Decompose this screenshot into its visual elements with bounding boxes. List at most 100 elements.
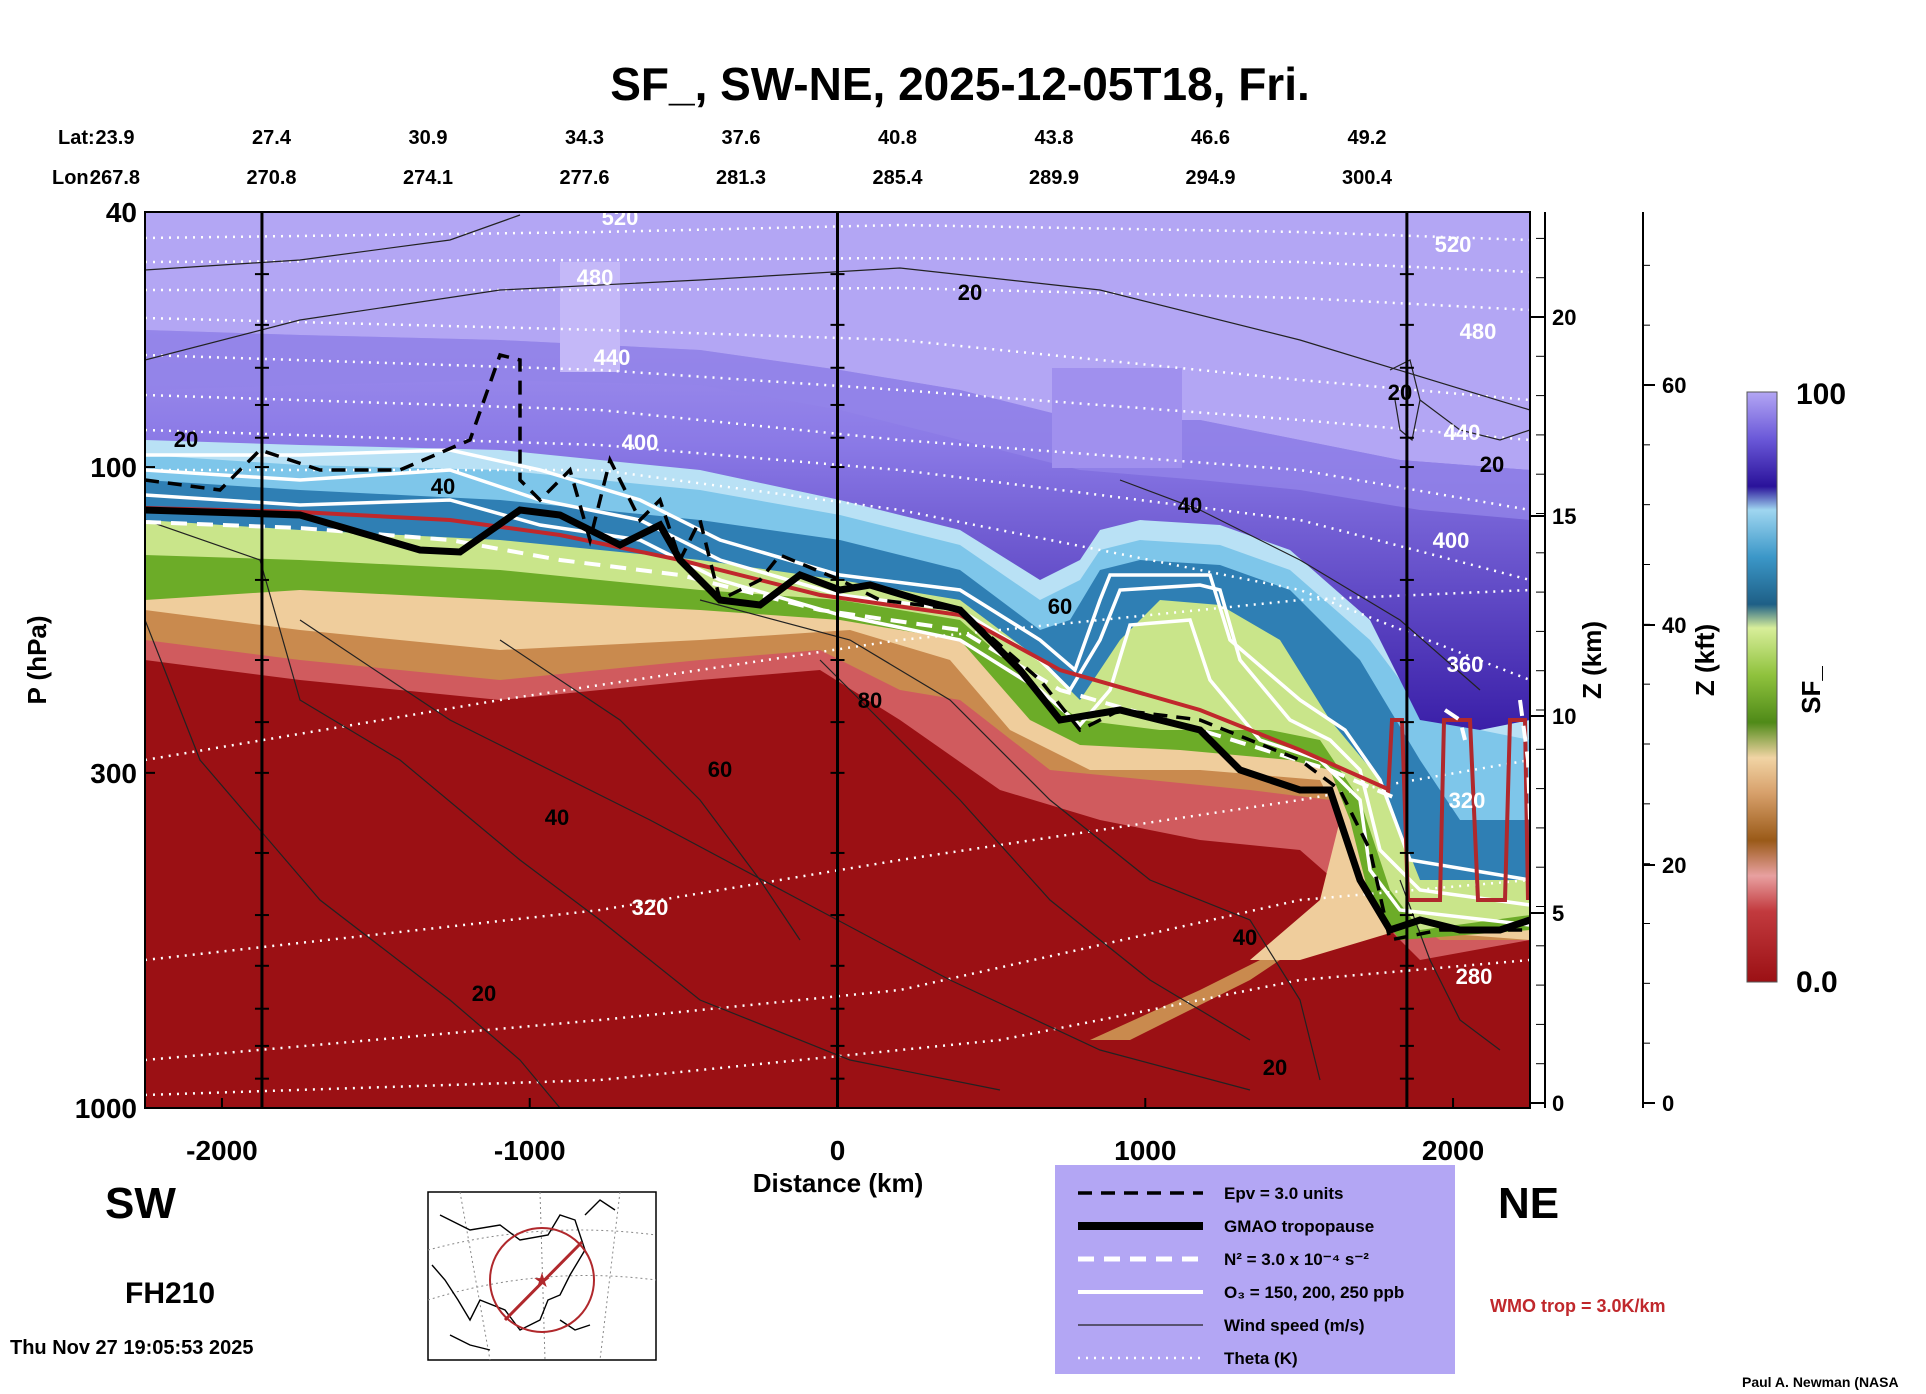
lat-value: 34.3 xyxy=(565,127,604,149)
lat-value: 27.4 xyxy=(252,127,292,149)
lon-value: 289.9 xyxy=(1029,167,1079,189)
lat-label: Lat: xyxy=(58,127,95,149)
lat-lon-header: Lat: Lon: 23.9 267.8 27.4 270.8 30.9 274.1 34.… xyxy=(52,127,1393,189)
wmo-tropopause-line xyxy=(145,506,1391,792)
field-patch xyxy=(1052,368,1182,468)
lon-label: Lon: xyxy=(52,167,95,189)
field-patch xyxy=(560,262,620,372)
credit: Paul A. Newman (NASA xyxy=(1742,1374,1899,1390)
star-icon: ★ xyxy=(533,1268,551,1292)
wind-label: 20 xyxy=(1480,452,1504,477)
theta-line xyxy=(145,878,1530,1062)
x-tick-label: 2000 xyxy=(1422,1135,1484,1166)
x-tick-label: -2000 xyxy=(186,1135,258,1166)
legend: Epv = 3.0 units GMAO tropopause N² = 3.0 x… xyxy=(1055,1165,1455,1374)
theta-label: 520 xyxy=(602,205,639,230)
z-km-tick-label: 5 xyxy=(1552,901,1564,926)
colorbar-max-label: 100 xyxy=(1796,378,1846,411)
wind-label: 20 xyxy=(958,280,982,305)
lat-value: 49.2 xyxy=(1348,127,1387,149)
x-tick-label: -1000 xyxy=(494,1135,566,1166)
x-axis-label: Distance (km) xyxy=(753,1168,924,1198)
lat-value: 46.6 xyxy=(1191,127,1230,149)
inset-map: ★ xyxy=(427,1191,657,1361)
wind-label: 20 xyxy=(472,981,496,1006)
theta-label: 480 xyxy=(577,265,614,290)
wind-line xyxy=(145,519,1001,1091)
wind-label: 80 xyxy=(858,688,882,713)
ne-label: NE xyxy=(1498,1179,1559,1228)
theta-label: 520 xyxy=(1435,232,1472,257)
lon-value: 274.1 xyxy=(403,167,453,189)
legend-label: N² = 3.0 x 10⁻⁴ s⁻² xyxy=(1224,1250,1369,1269)
n2-contour xyxy=(145,520,1401,802)
z-km-tick-label: 20 xyxy=(1552,305,1576,330)
sw-label: SW xyxy=(105,1179,176,1228)
wind-label: 40 xyxy=(1233,925,1257,950)
z-kft-tick-label: 60 xyxy=(1662,373,1686,398)
wind-label: 40 xyxy=(1178,493,1202,518)
forecast-hour-label: FH210 xyxy=(125,1277,215,1310)
z-kft-tick-label: 40 xyxy=(1662,613,1686,638)
z-kft-axis-ticks: 60 40 20 0 xyxy=(1642,212,1686,1116)
lat-value: 37.6 xyxy=(722,127,761,149)
legend-background xyxy=(1055,1165,1455,1374)
wind-line xyxy=(1419,399,1530,441)
theta-label: 400 xyxy=(622,430,659,455)
z-kft-tick-label: 20 xyxy=(1662,853,1686,878)
lon-value: 300.4 xyxy=(1342,167,1393,189)
p-axis-ticks: 40 100 300 1000 xyxy=(75,197,155,1124)
theta-label: 400 xyxy=(1433,528,1470,553)
wind-line xyxy=(499,639,801,941)
legend-label: Theta (K) xyxy=(1224,1349,1298,1368)
colorbar-label: SF_ xyxy=(1796,666,1826,714)
legend-label: Wind speed (m/s) xyxy=(1224,1316,1365,1335)
lon-value: 294.9 xyxy=(1185,167,1235,189)
theta-label: 440 xyxy=(594,345,631,370)
n2-contour-right xyxy=(1443,699,1530,821)
z-km-axis-ticks: 20 15 10 5 0 xyxy=(1530,212,1576,1116)
z-km-tick-label: 0 xyxy=(1552,1091,1564,1116)
vertical-reference-lines xyxy=(254,212,1414,1108)
theta-contours xyxy=(145,223,1530,1097)
wind-line xyxy=(145,214,521,271)
theta-line xyxy=(145,588,1530,762)
wind-line xyxy=(819,659,1251,1041)
timestamp: Thu Nov 27 19:05:53 2025 xyxy=(10,1337,253,1359)
theta-line xyxy=(145,353,1530,442)
legend-label: O₃ = 150, 200, 250 ppb xyxy=(1224,1283,1404,1302)
colorbar xyxy=(1746,391,1778,983)
wind-label: 40 xyxy=(545,805,569,830)
theta-label: 440 xyxy=(1444,420,1481,445)
chart-title: SF_, SW-NE, 2025-12-05T18, Fri. xyxy=(610,58,1310,110)
legend-label: GMAO tropopause xyxy=(1224,1217,1374,1236)
inset-map-range-circle xyxy=(489,1227,595,1333)
ozone-contour-200 xyxy=(145,493,1530,927)
wind-label: 20 xyxy=(1388,380,1412,405)
p-tick-label: 100 xyxy=(90,452,137,483)
theta-label: 280 xyxy=(1456,964,1493,989)
x-axis-ticks: -2000 -1000 0 1000 2000 xyxy=(186,1098,1484,1166)
ozone-contour-250 xyxy=(145,448,1530,882)
wind-line xyxy=(145,267,1530,411)
theta-line xyxy=(145,958,1530,1097)
lon-value: 277.6 xyxy=(559,167,609,189)
inset-map-coastline xyxy=(431,1199,616,1351)
lon-value: 270.8 xyxy=(246,167,296,189)
z-km-tick-label: 15 xyxy=(1552,504,1576,529)
wind-label: 20 xyxy=(174,427,198,452)
lat-value: 43.8 xyxy=(1035,127,1074,149)
z-km-tick-label: 10 xyxy=(1552,704,1576,729)
colorbar-min-label: 0.0 xyxy=(1796,966,1838,999)
wind-label: 40 xyxy=(431,474,455,499)
lat-value: 23.9 xyxy=(96,127,135,149)
p-tick-label: 300 xyxy=(90,758,137,789)
wind-line xyxy=(699,599,1321,1081)
z-km-axis-label: Z (km) xyxy=(1577,621,1607,699)
p-tick-label: 40 xyxy=(106,197,137,228)
x-tick-label: 0 xyxy=(830,1135,846,1166)
theta-label: 320 xyxy=(1449,788,1486,813)
z-kft-tick-label: 0 xyxy=(1662,1091,1674,1116)
epv-contour xyxy=(145,352,1530,943)
